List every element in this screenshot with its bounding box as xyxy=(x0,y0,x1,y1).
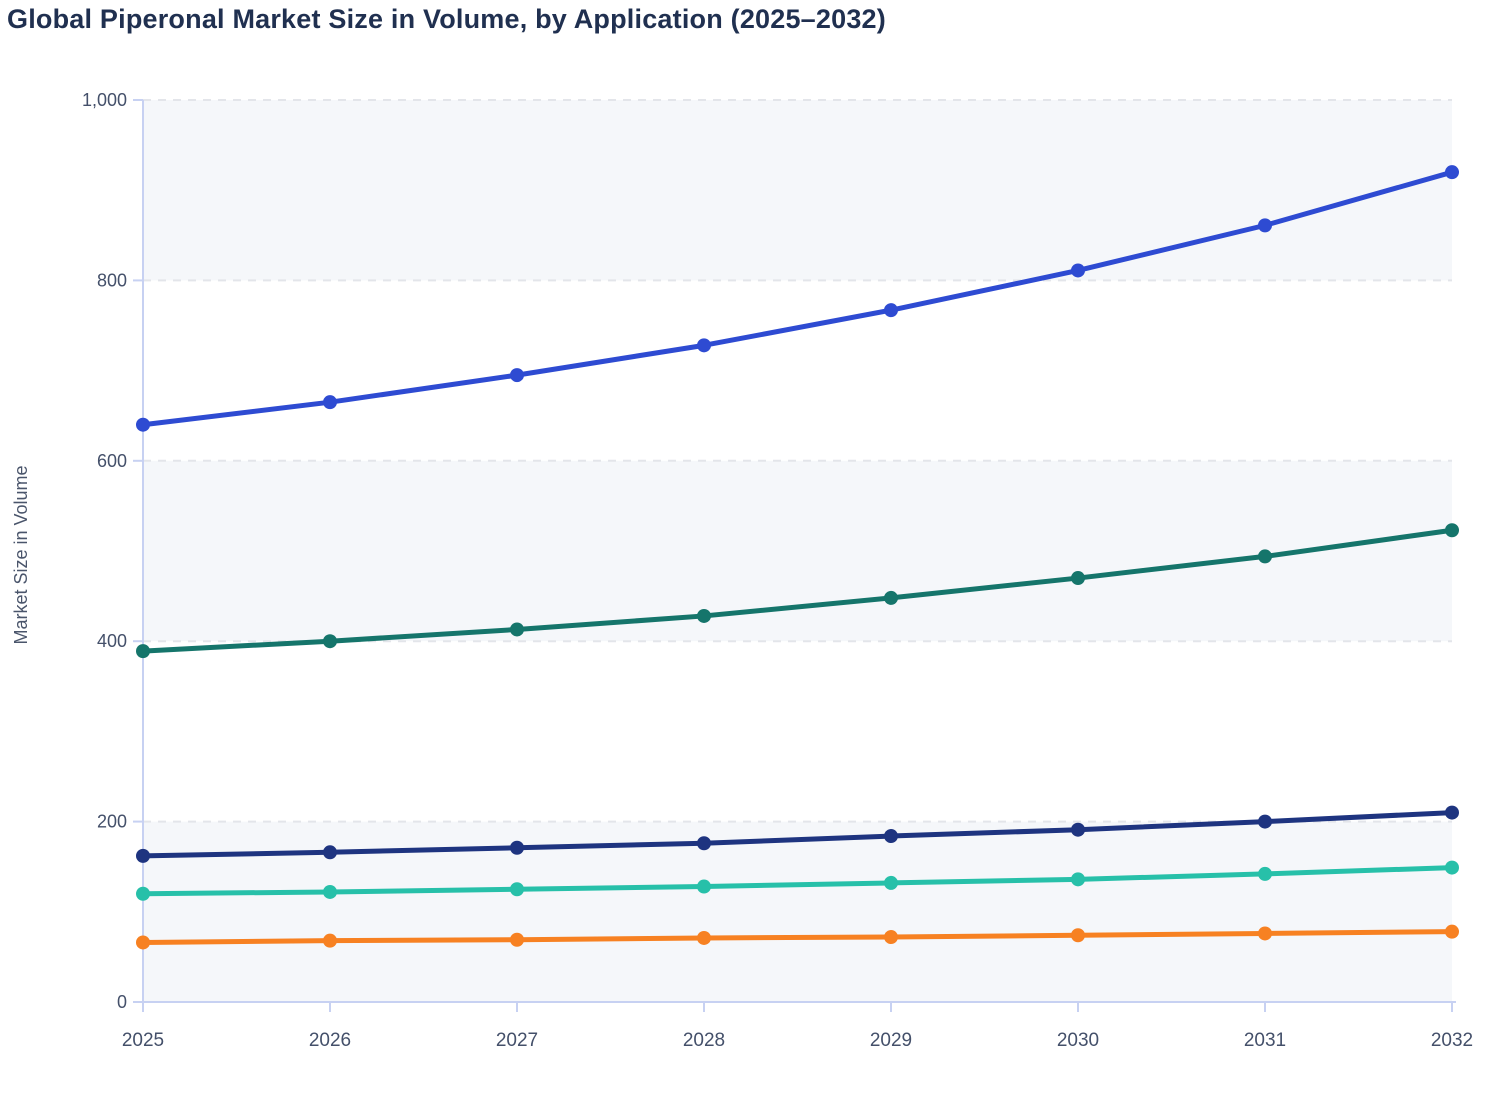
data-point-series-1[interactable] xyxy=(136,417,150,432)
data-point-series-3[interactable] xyxy=(323,845,337,860)
x-tick-label: 2032 xyxy=(1431,1030,1473,1051)
data-point-series-5[interactable] xyxy=(697,930,711,945)
data-point-series-2[interactable] xyxy=(697,608,711,623)
data-point-series-5[interactable] xyxy=(1071,928,1085,943)
x-tick-label: 2027 xyxy=(496,1030,538,1051)
x-tick-label: 2026 xyxy=(309,1030,351,1051)
data-point-series-1[interactable] xyxy=(697,338,711,353)
y-tick-label: 600 xyxy=(97,451,127,471)
series-line-3 xyxy=(140,810,1455,859)
y-tick-label: 400 xyxy=(97,631,127,651)
data-point-series-5[interactable] xyxy=(136,935,150,950)
data-point-series-2[interactable] xyxy=(323,634,337,649)
data-point-series-3[interactable] xyxy=(136,848,150,863)
series-line-1 xyxy=(140,169,1455,428)
data-point-series-4[interactable] xyxy=(1258,866,1272,881)
data-point-series-2[interactable] xyxy=(884,590,898,605)
x-tick-label: 2031 xyxy=(1244,1030,1286,1051)
data-point-series-3[interactable] xyxy=(1445,805,1459,820)
x-tick-label: 2028 xyxy=(683,1030,725,1051)
data-point-series-3[interactable] xyxy=(1258,814,1272,829)
data-point-series-1[interactable] xyxy=(1258,218,1272,233)
y-tick-label: 800 xyxy=(97,270,127,290)
data-point-series-4[interactable] xyxy=(323,884,337,899)
data-point-series-3[interactable] xyxy=(1071,822,1085,837)
y-tick-label: 0 xyxy=(117,992,127,1012)
y-tick-label: 200 xyxy=(97,812,127,832)
data-point-series-3[interactable] xyxy=(884,829,898,844)
data-point-series-5[interactable] xyxy=(884,930,898,945)
series-line-2 xyxy=(140,527,1455,654)
data-point-series-1[interactable] xyxy=(1445,165,1459,180)
x-tick-label: 2029 xyxy=(870,1030,912,1051)
plot-band xyxy=(143,821,1452,1002)
data-point-series-1[interactable] xyxy=(1071,263,1085,278)
data-point-series-4[interactable] xyxy=(884,875,898,890)
data-point-series-5[interactable] xyxy=(510,932,524,947)
series-line-4 xyxy=(140,865,1455,897)
x-tick-label: 2025 xyxy=(122,1030,164,1051)
data-point-series-4[interactable] xyxy=(697,879,711,894)
data-point-series-5[interactable] xyxy=(323,933,337,948)
data-point-series-1[interactable] xyxy=(323,395,337,410)
data-point-series-4[interactable] xyxy=(1071,872,1085,887)
data-point-series-2[interactable] xyxy=(510,622,524,637)
data-point-series-1[interactable] xyxy=(884,303,898,318)
data-point-series-1[interactable] xyxy=(510,368,524,383)
data-point-series-2[interactable] xyxy=(1445,523,1459,538)
data-point-series-3[interactable] xyxy=(510,840,524,855)
data-point-series-4[interactable] xyxy=(510,882,524,897)
data-point-series-2[interactable] xyxy=(136,644,150,659)
data-point-series-5[interactable] xyxy=(1258,926,1272,941)
data-point-series-3[interactable] xyxy=(697,836,711,851)
data-point-series-2[interactable] xyxy=(1071,571,1085,586)
plot-band xyxy=(143,460,1452,642)
data-point-series-5[interactable] xyxy=(1445,924,1459,939)
data-point-series-4[interactable] xyxy=(136,886,150,901)
x-tick-label: 2030 xyxy=(1057,1030,1099,1051)
plot-band xyxy=(143,100,1452,281)
y-tick-label: 1,000 xyxy=(82,90,127,110)
series-line-5 xyxy=(140,929,1455,945)
data-point-series-2[interactable] xyxy=(1258,549,1272,564)
chart-title: Global Piperonal Market Size in Volume, … xyxy=(7,4,886,34)
data-point-series-4[interactable] xyxy=(1445,860,1459,875)
